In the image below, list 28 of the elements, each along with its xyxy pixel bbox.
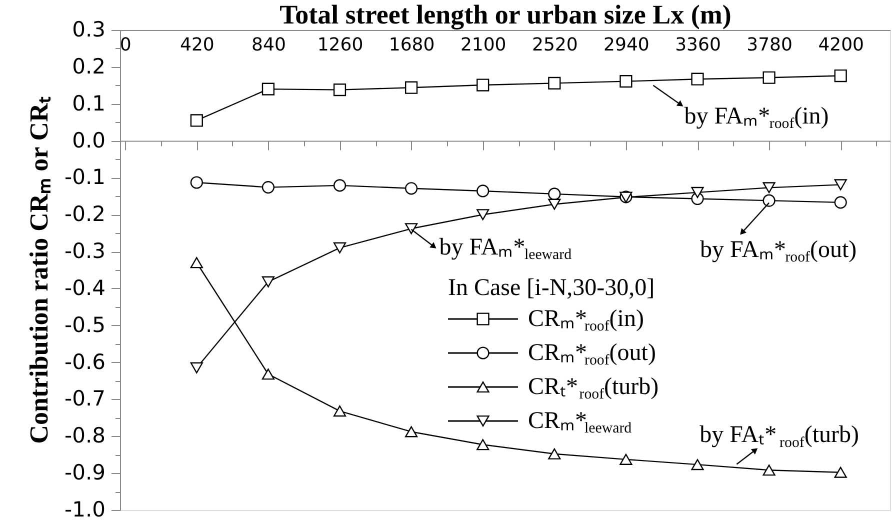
y-tick-label: -0.9 (64, 460, 106, 485)
x-tick-label: 4200 (818, 34, 864, 56)
y-tick-label: -1.0 (64, 498, 106, 522)
y-tick-label: -0.4 (64, 276, 106, 300)
y-axis-title: Contribution ratio CRₘ or CRₜ (24, 96, 54, 444)
x-tick-label: 420 (180, 34, 214, 56)
x-tick-label: 3780 (746, 34, 792, 56)
y-tick-label: -0.3 (64, 239, 106, 264)
legend-title: In Case [i-N,30-30,0] (448, 275, 655, 301)
y-tick-label: 0.2 (72, 54, 106, 78)
x-tick-label: 0 (120, 34, 132, 56)
y-tick-label: -0.6 (64, 350, 106, 374)
x-tick-label: 2100 (460, 34, 506, 56)
y-tick-label: -0.2 (64, 202, 106, 226)
y-tick-label: -0.5 (64, 312, 106, 337)
y-tick-label: -0.7 (64, 386, 106, 411)
y-tick-label: 0.1 (72, 91, 106, 116)
x-tick-label: 2940 (604, 34, 650, 56)
x-axis-title: Total street length or urban size Lx (m) (280, 0, 732, 30)
x-tick-label: 3360 (675, 34, 721, 56)
x-tick-label: 2520 (532, 34, 578, 56)
x-tick-label: 1680 (388, 34, 435, 56)
x-tick-label: 1260 (317, 34, 364, 56)
y-tick-label: 0.3 (72, 18, 106, 42)
x-tick-label: 840 (252, 34, 286, 56)
y-tick-label: -0.1 (64, 165, 106, 190)
y-tick-label: -0.8 (64, 424, 106, 448)
y-tick-label: 0.0 (72, 128, 106, 152)
